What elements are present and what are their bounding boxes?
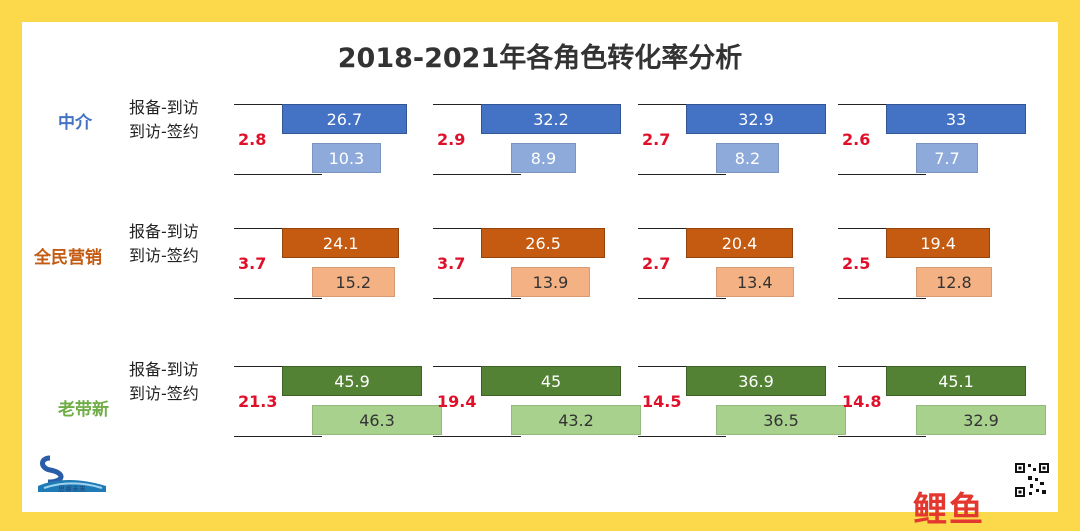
baseline bbox=[838, 104, 896, 105]
conversion-ratio-label: 14.5 bbox=[642, 392, 682, 411]
bar-report-visit: 36.9 bbox=[686, 366, 826, 396]
bar-visit-sign: 10.3 bbox=[312, 143, 381, 173]
bar-report-visit: 45.9 bbox=[282, 366, 422, 396]
bar-report-visit: 26.7 bbox=[282, 104, 407, 134]
series-labels: 报备-到访到访-签约 bbox=[129, 220, 199, 268]
conversion-ratio-label: 2.5 bbox=[842, 254, 871, 273]
baseline bbox=[838, 366, 896, 367]
conversion-ratio-label: 21.3 bbox=[238, 392, 278, 411]
bar-report-visit: 26.5 bbox=[481, 228, 606, 258]
bar-visit-sign: 15.2 bbox=[312, 267, 395, 297]
bar-visit-sign: 36.5 bbox=[716, 405, 846, 435]
conversion-ratio-label: 2.9 bbox=[437, 130, 466, 149]
bar-report-visit: 32.9 bbox=[686, 104, 826, 134]
bar-report-visit: 20.4 bbox=[686, 228, 794, 258]
baseline bbox=[234, 298, 322, 299]
watermark-text: 鲤鱼 bbox=[913, 490, 985, 530]
company-logo-icon bbox=[38, 455, 106, 492]
bar-report-visit: 33 bbox=[886, 104, 1026, 134]
conversion-ratio-label: 3.7 bbox=[238, 254, 267, 273]
bar-report-visit: 45.1 bbox=[886, 366, 1026, 396]
baseline bbox=[234, 174, 322, 175]
role-label: 老带新 bbox=[58, 400, 109, 420]
baseline bbox=[234, 104, 292, 105]
baseline bbox=[433, 298, 521, 299]
bar-visit-sign: 7.7 bbox=[916, 143, 978, 173]
series-label-visit-sign: 到访-签约 bbox=[129, 122, 199, 141]
bar-visit-sign: 8.9 bbox=[511, 143, 576, 173]
series-labels: 报备-到访到访-签约 bbox=[129, 96, 199, 144]
series-labels: 报备-到访到访-签约 bbox=[129, 358, 199, 406]
chart-title: 2018-2021年各角色转化率分析 bbox=[337, 43, 743, 74]
series-label-report-visit: 报备-到访 bbox=[129, 360, 199, 379]
baseline bbox=[234, 228, 292, 229]
qr-code-icon bbox=[1014, 462, 1050, 498]
baseline bbox=[638, 366, 696, 367]
bar-visit-sign: 8.2 bbox=[716, 143, 779, 173]
conversion-ratio-label: 2.8 bbox=[238, 130, 267, 149]
baseline bbox=[638, 174, 726, 175]
series-label-visit-sign: 到访-签约 bbox=[129, 384, 199, 403]
baseline bbox=[433, 174, 521, 175]
bar-visit-sign: 12.8 bbox=[916, 267, 992, 297]
role-label: 全民营销 bbox=[34, 248, 102, 268]
logo-text: 思睿未来 bbox=[58, 485, 86, 493]
conversion-ratio-label: 14.8 bbox=[842, 392, 882, 411]
conversion-ratio-label: 3.7 bbox=[437, 254, 466, 273]
bar-visit-sign: 43.2 bbox=[511, 405, 641, 435]
series-label-visit-sign: 到访-签约 bbox=[129, 246, 199, 265]
bar-visit-sign: 13.9 bbox=[511, 267, 590, 297]
bar-visit-sign: 13.4 bbox=[716, 267, 794, 297]
bar-report-visit: 45 bbox=[481, 366, 621, 396]
baseline bbox=[838, 298, 926, 299]
bar-report-visit: 32.2 bbox=[481, 104, 621, 134]
baseline bbox=[234, 366, 292, 367]
series-label-report-visit: 报备-到访 bbox=[129, 222, 199, 241]
baseline bbox=[838, 228, 896, 229]
baseline bbox=[433, 436, 521, 437]
baseline bbox=[433, 228, 491, 229]
bar-report-visit: 24.1 bbox=[282, 228, 400, 258]
conversion-ratio-label: 2.6 bbox=[842, 130, 871, 149]
baseline bbox=[638, 298, 726, 299]
bar-visit-sign: 32.9 bbox=[916, 405, 1046, 435]
bar-report-visit: 19.4 bbox=[886, 228, 991, 258]
conversion-ratio-label: 2.7 bbox=[642, 254, 671, 273]
baseline bbox=[638, 228, 696, 229]
baseline bbox=[638, 104, 696, 105]
bar-visit-sign: 46.3 bbox=[312, 405, 442, 435]
baseline bbox=[638, 436, 726, 437]
baseline bbox=[433, 366, 491, 367]
baseline bbox=[234, 436, 322, 437]
baseline bbox=[838, 174, 926, 175]
series-label-report-visit: 报备-到访 bbox=[129, 98, 199, 117]
conversion-ratio-label: 2.7 bbox=[642, 130, 671, 149]
baseline bbox=[433, 104, 491, 105]
baseline bbox=[838, 436, 926, 437]
role-label: 中介 bbox=[58, 113, 92, 133]
conversion-ratio-label: 19.4 bbox=[437, 392, 477, 411]
